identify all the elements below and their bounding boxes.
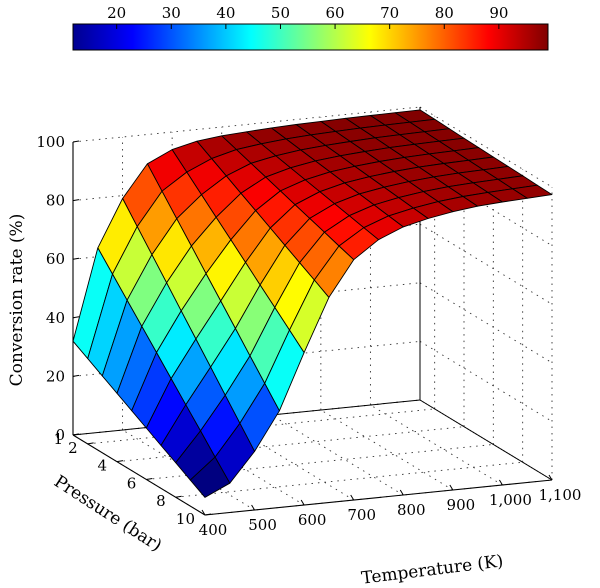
z-tick-mark [72,199,80,202]
wall-grid-line [419,223,553,305]
colorbar-tick-label: 60 [326,4,345,22]
x-tick-mark [449,484,454,491]
colorbar-tick-label: 90 [489,4,508,22]
y-tick-label: 4 [97,457,107,475]
x-tick-mark [251,504,256,511]
y-tick-mark [204,513,212,516]
conversion-surface [72,109,553,498]
x-tick-mark [498,479,503,486]
z-tick-mark [72,374,80,377]
x-tick-label: 400 [199,521,228,539]
x-tick-label: 500 [248,516,277,534]
x-axis-ticks: 400 500 600 700 800 900 1,000 1,100 [199,474,582,539]
colorbar-gradient [72,23,549,51]
front-box-edge [72,434,206,516]
colorbar-tick-label: 70 [380,4,399,22]
z-tick-label: 0 [55,426,65,444]
surface-patch [189,456,231,498]
x-axis-label: Temperature (K) [360,551,504,588]
y-axis-ticks: 1 2 4 6 8 10 [53,430,212,528]
x-tick-mark [399,489,404,496]
x-tick-label: 800 [397,501,426,519]
floor-grid-line [320,409,454,491]
y-tick-label: 2 [68,439,78,457]
x-tick-label: 900 [447,496,476,514]
wall-grid-line [419,282,553,364]
x-tick-label: 600 [298,511,327,529]
z-tick-label: 100 [36,133,65,151]
colorbar-ticks: 20 30 40 50 60 70 80 90 [107,4,508,29]
x-tick-label: 1,100 [539,486,582,504]
wall-grid-line [419,341,553,422]
colorbar-tick-label: 40 [216,4,235,22]
y-tick-mark [146,477,153,480]
x-tick-mark [350,494,355,501]
colorbar-tick-label: 50 [271,4,290,22]
z-axis-ticks: 0 20 40 60 80 100 [36,133,80,444]
x-tick-mark [548,474,553,481]
back-box-edge [419,399,553,481]
y-tick-label: 8 [156,492,166,510]
z-axis-label: Conversion rate (%) [7,214,27,387]
colorbar-tick-label: 30 [162,4,181,22]
y-tick-mark [72,433,80,436]
y-tick-label: 10 [176,510,195,528]
z-tick-label: 80 [46,192,65,210]
z-tick-mark [72,257,80,260]
colorbar: 20 30 40 50 60 70 80 90 [72,4,549,51]
y-tick-label: 6 [127,474,137,492]
y-tick-mark [116,460,124,463]
y-tick-label: 1 [53,430,63,448]
y-tick-mark [87,442,94,445]
z-tick-label: 40 [46,309,65,327]
colorbar-tick-label: 20 [107,4,126,22]
z-tick-mark [72,316,80,319]
front-box [72,142,553,516]
x-tick-label: 700 [347,506,376,524]
y-tick-mark [175,495,182,498]
z-tick-label: 60 [46,250,65,268]
colorbar-tick-label: 80 [435,4,454,22]
z-tick-label: 20 [46,367,65,385]
x-tick-mark [300,499,305,506]
floor-grid-line [370,404,503,486]
front-box-edge [204,479,553,516]
y-axis-label: Pressure (bar) [50,472,165,556]
floor-grid-line [271,414,404,496]
z-tick-mark [72,140,80,143]
x-tick-label: 1,000 [489,491,532,509]
x-tick-mark [201,509,206,516]
